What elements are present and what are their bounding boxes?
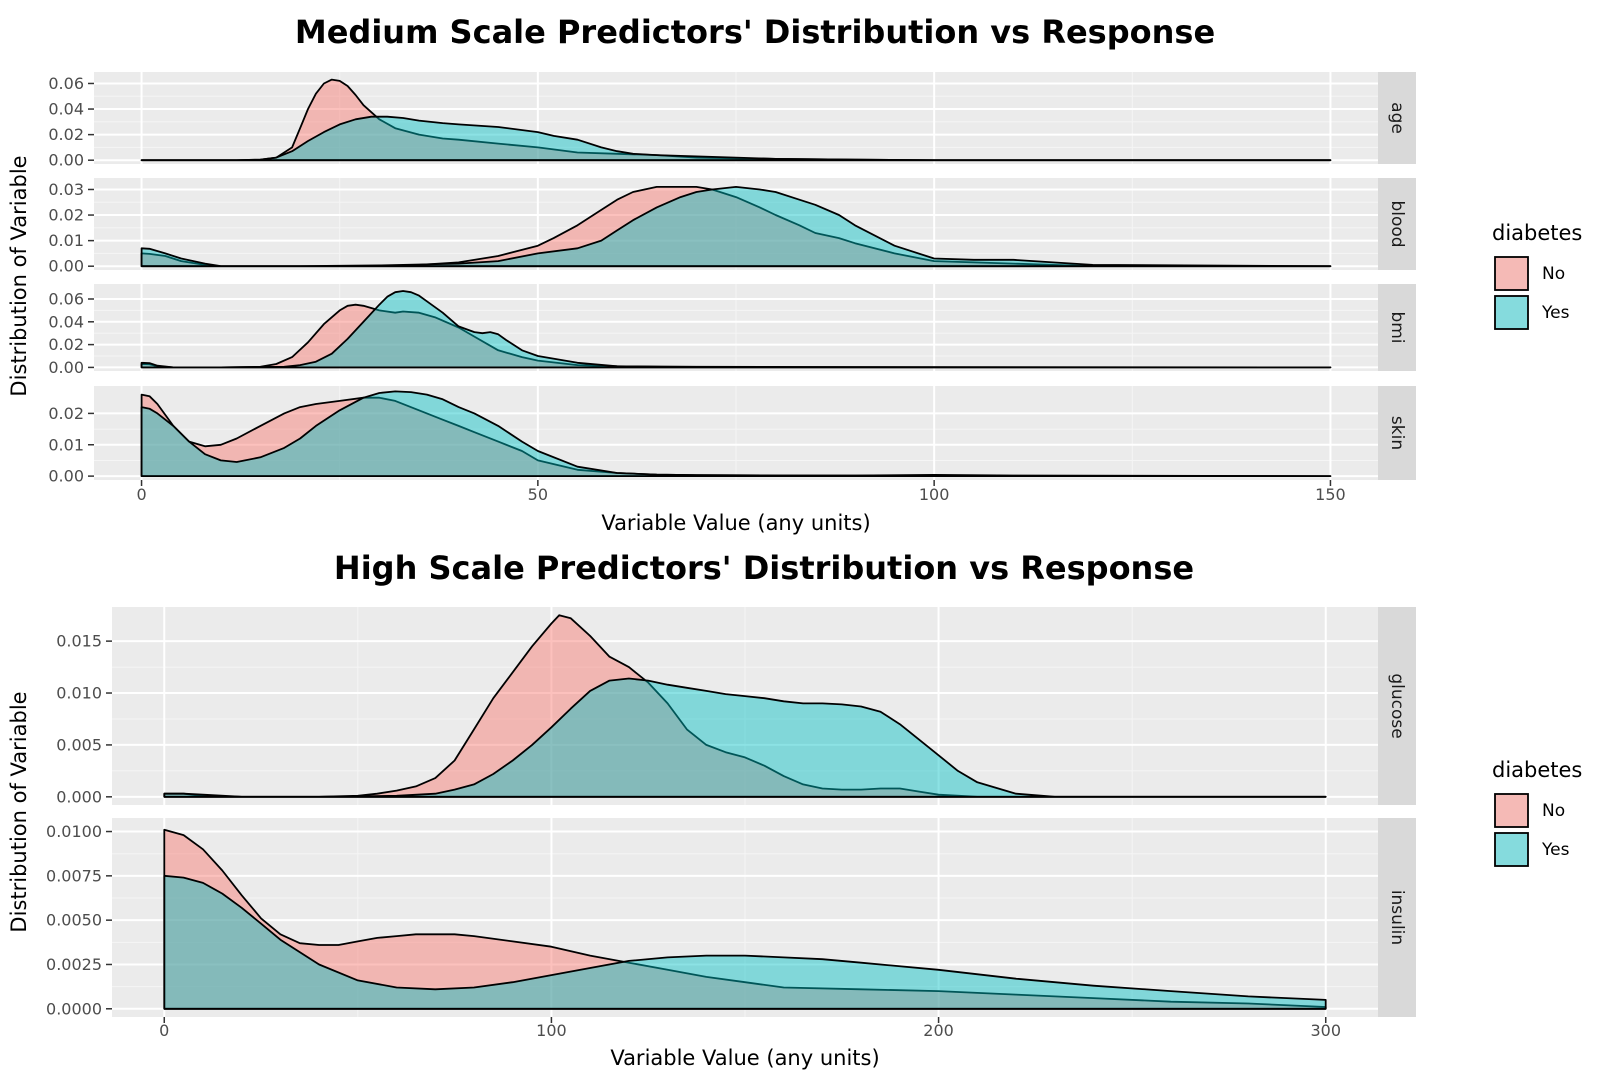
- y-tick-label: 0.02: [48, 206, 84, 225]
- panel-blood: 0.00 0.01 0.02 0.03 blood: [48, 178, 1416, 276]
- legend-title: diabetes: [1492, 758, 1582, 782]
- x-tick-label: 100: [919, 485, 950, 504]
- x-tick-label: 200: [923, 1021, 954, 1040]
- y-tick-label: 0.0050: [46, 911, 102, 930]
- legend-key-background: [1494, 256, 1529, 291]
- facet-strip: [1378, 284, 1416, 371]
- legend: diabetes No Yes: [1492, 221, 1582, 330]
- x-tick-label: 100: [536, 1021, 567, 1040]
- facet-strip-label: insulin: [1387, 890, 1407, 945]
- chart-title: High Scale Predictors' Distribution vs R…: [334, 549, 1194, 587]
- facet-strip-label: blood: [1387, 200, 1407, 247]
- panel-glucose: 0.000 0.005 0.010 0.015 glucose: [56, 607, 1416, 806]
- facet-strip-label: age: [1387, 102, 1407, 134]
- panel-skin: 0.00 0.01 0.02 skin: [48, 386, 1416, 486]
- y-tick-label: 0.005: [56, 735, 102, 754]
- y-tick-label: 0.06: [48, 74, 84, 93]
- y-tick-label: 0.04: [48, 312, 84, 331]
- y-tick-label: 0.03: [48, 180, 84, 199]
- chart-2: High Scale Predictors' Distribution vs R…: [7, 549, 1582, 1070]
- facet-strip: [1378, 178, 1416, 270]
- x-tick-label: 0: [159, 1021, 169, 1040]
- density-area-no: [163, 828, 1327, 1010]
- density-area-yes: [140, 390, 1332, 477]
- y-axis-title: Distribution of Variable: [7, 691, 31, 932]
- legend-label: Yes: [1541, 840, 1570, 860]
- legend-key-no: [1494, 793, 1529, 828]
- density-area-yes: [140, 186, 1332, 268]
- y-tick-label: 0.0100: [46, 822, 102, 841]
- x-tick-label: 0: [136, 485, 146, 504]
- density-area-yes: [163, 677, 1327, 798]
- legend: diabetes No Yes: [1492, 758, 1582, 867]
- x-tick-label: 300: [1310, 1021, 1341, 1040]
- facet-strip: [1378, 818, 1416, 1017]
- y-tick-label: 0.02: [48, 404, 84, 423]
- legend-title: diabetes: [1492, 221, 1582, 245]
- y-tick-label: 0.02: [48, 335, 84, 354]
- legend-key-background: [1494, 793, 1529, 828]
- facet-strip: [1378, 607, 1416, 805]
- y-tick-label: 0.00: [48, 358, 84, 377]
- density-area-no: [140, 78, 1332, 162]
- y-tick-label: 0.02: [48, 125, 84, 144]
- legend-key-yes: [1494, 295, 1529, 330]
- panel-bmi: 0.00 0.02 0.04 0.06 bmi: [48, 284, 1416, 377]
- y-tick-label: 0.0025: [46, 955, 102, 974]
- legend-label: Yes: [1541, 303, 1570, 323]
- legend-key-background: [1494, 295, 1529, 330]
- panel-insulin: 0.0000 0.0025 0.0050 0.0075 0.0100 insulin: [46, 818, 1416, 1018]
- density-area-yes: [140, 290, 1332, 369]
- y-tick-label: 0.010: [56, 684, 102, 703]
- legend-key-no: [1494, 256, 1529, 291]
- chart-title: Medium Scale Predictors' Distribution vs…: [295, 13, 1215, 51]
- facet-strip-label: skin: [1387, 416, 1407, 450]
- y-tick-label: 0.01: [48, 231, 84, 250]
- x-tick-label: 150: [1315, 485, 1346, 504]
- y-tick-label: 0.0075: [46, 866, 102, 885]
- legend-label: No: [1542, 801, 1565, 821]
- y-tick-label: 0.06: [48, 289, 84, 308]
- facet-strip-label: bmi: [1387, 311, 1407, 343]
- y-axis-title: Distribution of Variable: [7, 155, 31, 396]
- density-area-yes: [140, 115, 1332, 162]
- x-axis-title: Variable Value (any units): [610, 1046, 879, 1070]
- facet-strip-label: glucose: [1387, 673, 1407, 738]
- y-tick-label: 0.00: [48, 467, 84, 486]
- x-axis-title: Variable Value (any units): [601, 511, 870, 535]
- legend-key-yes: [1494, 832, 1529, 867]
- y-tick-label: 0.000: [56, 787, 102, 806]
- density-area-yes: [163, 874, 1327, 1010]
- y-tick-label: 0.0000: [46, 999, 102, 1018]
- y-tick-label: 0.01: [48, 435, 84, 454]
- chart-1: Medium Scale Predictors' Distribution vs…: [7, 13, 1582, 535]
- facet-strip: [1378, 72, 1416, 164]
- y-tick-label: 0.04: [48, 100, 84, 119]
- x-tick-label: 50: [528, 485, 548, 504]
- y-tick-label: 0.015: [56, 632, 102, 651]
- panel-age: 0.00 0.02 0.04 0.06 age: [48, 72, 1416, 170]
- y-tick-label: 0.00: [48, 257, 84, 276]
- y-tick-label: 0.00: [48, 151, 84, 170]
- legend-label: No: [1542, 264, 1565, 284]
- facet-strip: [1378, 386, 1416, 480]
- legend-key-background: [1494, 832, 1529, 867]
